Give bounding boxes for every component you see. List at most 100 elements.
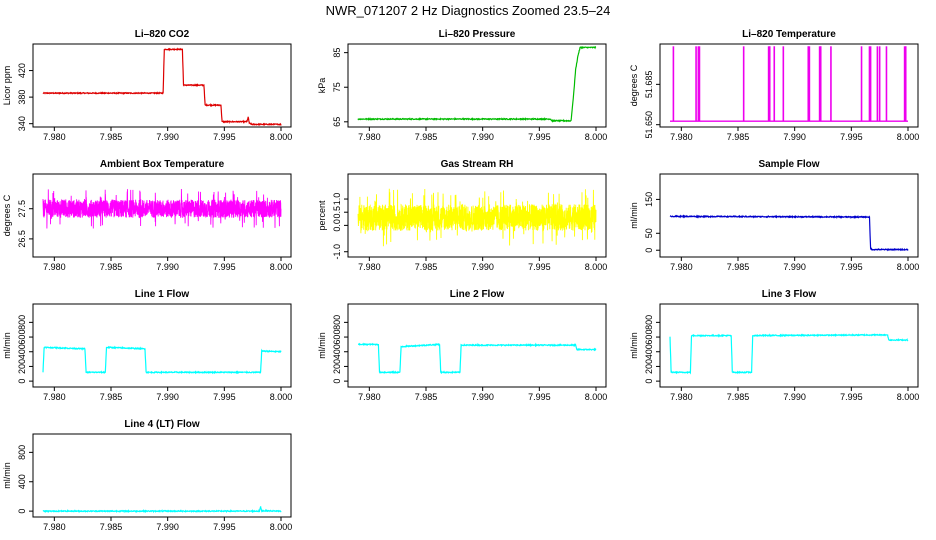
- x-tick-label: 7.985: [727, 392, 750, 402]
- panel-10: Line 4 (LT) Flow ml/min 7.980 7.985 7.990 7.9…: [2, 419, 292, 532]
- series: [357, 188, 597, 247]
- panel-title: Sample Flow: [758, 159, 819, 170]
- y-tick-label: 400: [644, 344, 654, 359]
- x-tick-label: 7.985: [100, 392, 123, 402]
- panel-title: Ambient Box Temperature: [100, 159, 225, 170]
- y-tick-label: 340: [17, 116, 27, 131]
- series-line: [358, 342, 597, 375]
- series: [42, 345, 282, 375]
- panel-title: Line 4 (LT) Flow: [124, 419, 200, 430]
- panel-title: Line 1 Flow: [135, 289, 190, 300]
- x-tick-label: 7.990: [471, 262, 494, 272]
- x-tick-label: 8.000: [897, 392, 920, 402]
- y-tick-label: 65: [332, 117, 342, 127]
- panel-2: Li–820 Pressure kPa 7.980 7.985 7.990 7.995 8.…: [317, 29, 607, 142]
- y-tick-label: 0.0: [332, 219, 342, 232]
- x-tick-label: 7.985: [100, 262, 123, 272]
- y-tick-label: 50: [644, 228, 654, 238]
- y-tick-label: 600: [644, 330, 654, 345]
- x-tick-label: 7.980: [43, 522, 66, 532]
- panel-9: Line 3 Flow ml/min 7.980 7.985 7.990 7.995 8.0…: [629, 289, 919, 402]
- series-line: [669, 214, 909, 252]
- panel-title: Li–820 CO2: [135, 29, 190, 40]
- y-tick-label: 1.0: [332, 193, 342, 206]
- y-tick-label: 0: [644, 379, 654, 384]
- x-tick-label: 7.980: [670, 392, 693, 402]
- y-tick-label: 380: [17, 90, 27, 105]
- panel-title: Li–820 Pressure: [439, 29, 516, 40]
- x-tick-label: 8.000: [270, 522, 293, 532]
- y-tick-label: 26.5: [17, 230, 27, 248]
- plot-frame: [347, 303, 607, 388]
- x-tick-label: 8.000: [270, 132, 293, 142]
- x-tick-label: 7.980: [670, 262, 693, 272]
- y-tick-label: 0.5: [332, 206, 342, 219]
- x-tick-label: 7.995: [528, 132, 551, 142]
- plot-frame: [32, 303, 292, 388]
- x-tick-label: 7.995: [840, 392, 863, 402]
- y-tick-label: 400: [332, 344, 342, 359]
- y-tick-label: 400: [17, 344, 27, 359]
- x-tick-label: 7.985: [100, 132, 123, 142]
- plot-frame: [347, 43, 607, 128]
- panel-4: Ambient Box Temperature degrees C 7.980 7.9…: [2, 159, 292, 272]
- y-tick-label: 0: [644, 248, 654, 253]
- series: [669, 332, 909, 375]
- panel-title: Line 3 Flow: [762, 289, 817, 300]
- x-tick-label: 7.995: [213, 132, 236, 142]
- x-tick-label: 8.000: [585, 262, 608, 272]
- y-tick-label: -1.0: [332, 244, 342, 260]
- series-line: [357, 45, 597, 123]
- x-tick-label: 8.000: [270, 392, 293, 402]
- y-axis-label: percent: [317, 200, 327, 231]
- x-tick-label: 7.995: [213, 392, 236, 402]
- y-tick-label: 0: [17, 509, 27, 514]
- panel-title: Li–820 Temperature: [742, 29, 836, 40]
- plot-frame: [659, 303, 919, 388]
- y-tick-label: 51.685: [644, 71, 654, 99]
- x-tick-label: 7.985: [415, 132, 438, 142]
- series: [357, 45, 597, 123]
- series: [42, 47, 282, 127]
- x-tick-label: 8.000: [585, 392, 608, 402]
- series-line: [42, 188, 282, 229]
- x-tick-label: 7.990: [783, 262, 806, 272]
- x-tick-label: 7.990: [156, 132, 179, 142]
- y-axis-label: ml/min: [2, 462, 12, 489]
- y-tick-label: 0: [17, 379, 27, 384]
- plot-frame: [32, 43, 292, 128]
- x-tick-label: 7.985: [415, 392, 438, 402]
- x-tick-label: 7.990: [783, 132, 806, 142]
- y-tick-label: 800: [332, 315, 342, 330]
- y-tick-label: 420: [17, 63, 27, 78]
- series: [669, 214, 909, 252]
- x-tick-label: 7.980: [358, 132, 381, 142]
- y-axis-label: ml/min: [317, 332, 327, 359]
- x-tick-label: 7.990: [783, 392, 806, 402]
- y-tick-label: 200: [644, 359, 654, 374]
- y-tick-label: 800: [644, 315, 654, 330]
- plot-frame: [659, 173, 919, 258]
- x-tick-label: 7.995: [213, 522, 236, 532]
- x-tick-label: 7.990: [156, 522, 179, 532]
- panel-3: Li–820 Temperature degrees C 7.980 7.985 7.9…: [629, 29, 919, 142]
- y-tick-label: 200: [332, 359, 342, 374]
- y-axis-label: kPa: [317, 78, 327, 94]
- x-tick-label: 7.995: [840, 132, 863, 142]
- y-tick-label: 27.5: [17, 200, 27, 218]
- series-line: [357, 188, 597, 247]
- x-tick-label: 8.000: [270, 262, 293, 272]
- plot-frame: [347, 173, 607, 258]
- series: [42, 188, 282, 229]
- y-axis-label: degrees C: [2, 194, 12, 236]
- x-tick-label: 7.985: [100, 522, 123, 532]
- plot-frame: [659, 43, 919, 128]
- panel-6: Sample Flow ml/min 7.980 7.985 7.990 7.995 8.0…: [629, 159, 919, 272]
- x-tick-label: 7.980: [358, 392, 381, 402]
- y-tick-label: 75: [332, 82, 342, 92]
- series-line: [42, 47, 282, 127]
- x-tick-label: 7.985: [415, 262, 438, 272]
- panel-title: Line 2 Flow: [450, 289, 505, 300]
- y-tick-label: 85: [332, 48, 342, 58]
